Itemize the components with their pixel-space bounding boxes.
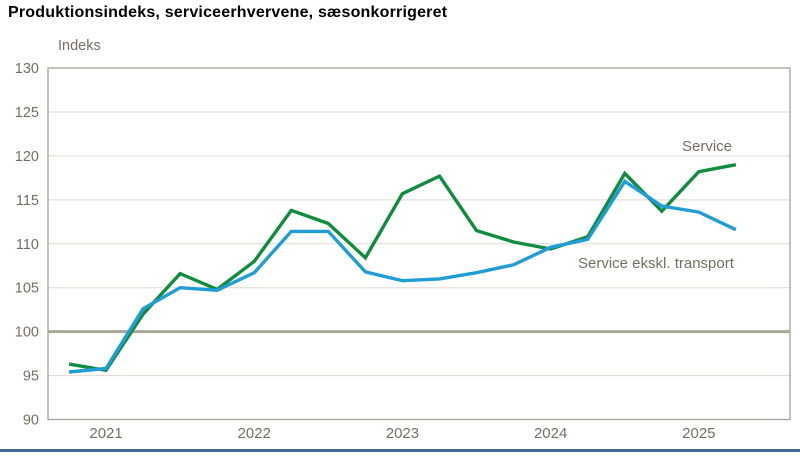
series-lines (68, 163, 737, 374)
y-tick-label-110: 110 (16, 237, 39, 253)
chart-title: Produktionsindeks, serviceerhvervene, sæ… (8, 4, 448, 21)
bottom-accent-bar (0, 449, 800, 452)
y-tick-label-115: 115 (16, 193, 39, 209)
y-tick-label-120: 120 (15, 149, 39, 165)
y-tick-label-90: 90 (23, 413, 39, 429)
series-line-service (68, 163, 737, 373)
y-tick-label-125: 125 (15, 105, 39, 121)
x-tick-label-2021: 2021 (89, 425, 122, 442)
gridlines (47, 67, 791, 421)
y-tick-label-95: 95 (23, 369, 39, 385)
x-tick-label-2022: 2022 (238, 425, 271, 442)
axis-labels: 90 95 100 105 110 115 120 125 130 2021 2022 2023 202… (15, 61, 735, 442)
series-label-service-ekskl-transport: Service ekskl. transport (578, 255, 735, 272)
x-tick-label-2025: 2025 (682, 425, 715, 442)
plot-frame (47, 67, 791, 421)
series-line-service-ekskl-transport (68, 179, 737, 374)
x-tick-label-2023: 2023 (386, 425, 419, 442)
y-tick-label-100: 100 (15, 325, 39, 341)
series-label-service: Service (682, 138, 732, 155)
x-tick-label-2024: 2024 (534, 425, 567, 442)
y-tick-label-130: 130 (15, 61, 39, 77)
axis-unit-label: Indeks (58, 38, 101, 54)
y-tick-label-105: 105 (15, 281, 39, 297)
